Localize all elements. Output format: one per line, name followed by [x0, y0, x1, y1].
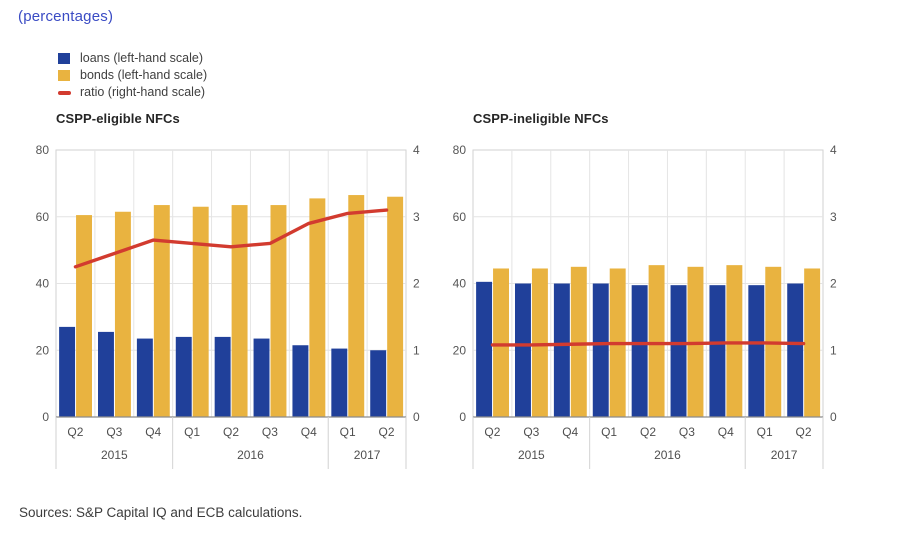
- svg-text:Q2: Q2: [484, 425, 500, 439]
- cspp-eligible-chart-canvas: 0 20 40 60 80 0 1 2 3 4 Q2 Q3 Q4 Q1 Q2 Q3 Q4 Q1 Q2 2015 2016…: [36, 143, 420, 469]
- svg-text:60: 60: [453, 210, 467, 224]
- legend: loans (left-hand scale) bonds (left-hand…: [58, 50, 207, 101]
- svg-text:80: 80: [453, 143, 467, 157]
- svg-text:Q3: Q3: [523, 425, 539, 439]
- legend-label-loans: loans (left-hand scale): [80, 51, 203, 65]
- svg-text:40: 40: [453, 277, 467, 291]
- svg-text:Q2: Q2: [223, 425, 239, 439]
- svg-text:Q4: Q4: [145, 425, 161, 439]
- svg-text:Q2: Q2: [67, 425, 83, 439]
- ratio-swatch-icon: [58, 90, 71, 95]
- svg-text:0: 0: [42, 410, 49, 424]
- svg-text:Q1: Q1: [184, 425, 200, 439]
- svg-text:Q3: Q3: [262, 425, 278, 439]
- svg-text:Q2: Q2: [796, 425, 812, 439]
- svg-text:Q4: Q4: [301, 425, 317, 439]
- svg-text:1: 1: [413, 343, 420, 357]
- svg-text:2015: 2015: [101, 448, 128, 462]
- svg-text:Q4: Q4: [562, 425, 578, 439]
- svg-text:Q3: Q3: [679, 425, 695, 439]
- svg-text:2016: 2016: [654, 448, 681, 462]
- svg-text:Q1: Q1: [601, 425, 617, 439]
- svg-text:4: 4: [413, 143, 420, 157]
- svg-text:Q3: Q3: [106, 425, 122, 439]
- legend-label-ratio: ratio (right-hand scale): [80, 85, 206, 99]
- svg-text:2017: 2017: [354, 448, 381, 462]
- panel-title-eligible: CSPP-eligible NFCs: [56, 111, 180, 126]
- svg-text:40: 40: [36, 277, 50, 291]
- svg-text:60: 60: [36, 210, 50, 224]
- panel-title-ineligible: CSPP-ineligible NFCs: [473, 111, 609, 126]
- svg-text:1: 1: [830, 343, 837, 357]
- svg-text:2: 2: [830, 277, 837, 291]
- legend-item-ratio: ratio (right-hand scale): [58, 84, 207, 101]
- svg-text:3: 3: [413, 210, 420, 224]
- cspp-ineligible-chart-canvas: 0 20 40 60 80 0 1 2 3 4 Q2 Q3 Q4 Q1 Q2 Q3 Q4 Q1 Q2 2015 2016…: [453, 143, 837, 469]
- sources-note: Sources: S&P Capital IQ and ECB calculat…: [19, 505, 303, 520]
- svg-text:20: 20: [453, 343, 467, 357]
- legend-label-bonds: bonds (left-hand scale): [80, 68, 208, 82]
- svg-text:0: 0: [413, 410, 420, 424]
- loans-swatch-icon: [58, 53, 70, 64]
- svg-text:2017: 2017: [771, 448, 798, 462]
- svg-text:2: 2: [413, 277, 420, 291]
- svg-text:Q1: Q1: [757, 425, 773, 439]
- chart-subtitle: (percentages): [18, 8, 114, 25]
- svg-text:0: 0: [830, 410, 837, 424]
- svg-text:20: 20: [36, 343, 50, 357]
- svg-text:Q2: Q2: [379, 425, 395, 439]
- svg-text:0: 0: [459, 410, 466, 424]
- svg-text:4: 4: [830, 143, 837, 157]
- svg-text:80: 80: [36, 143, 50, 157]
- svg-text:2016: 2016: [237, 448, 264, 462]
- bonds-swatch-icon: [58, 70, 70, 81]
- svg-text:Q2: Q2: [640, 425, 656, 439]
- svg-text:2015: 2015: [518, 448, 545, 462]
- svg-text:Q4: Q4: [718, 425, 734, 439]
- legend-item-loans: loans (left-hand scale): [58, 50, 207, 67]
- svg-text:3: 3: [830, 210, 837, 224]
- svg-text:Q1: Q1: [340, 425, 356, 439]
- legend-item-bonds: bonds (left-hand scale): [58, 67, 207, 84]
